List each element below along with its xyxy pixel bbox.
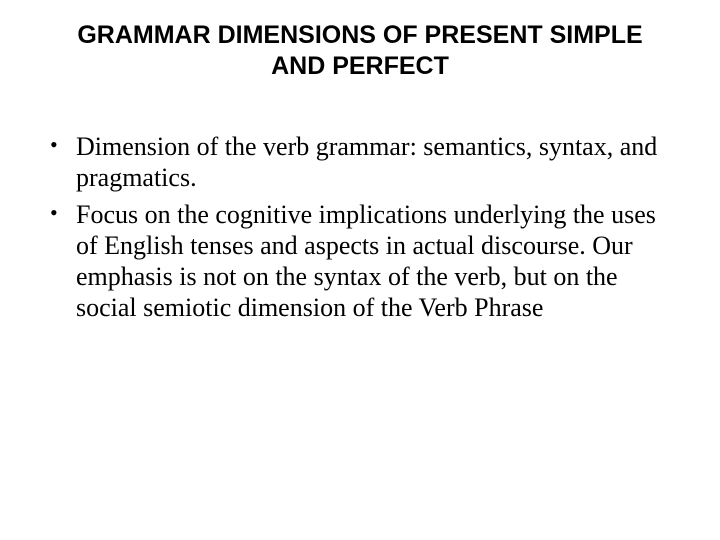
- slide: GRAMMAR DIMENSIONS OF PRESENT SIMPLE AND…: [0, 0, 720, 540]
- slide-title: GRAMMAR DIMENSIONS OF PRESENT SIMPLE AND…: [60, 20, 660, 83]
- bullet-list: Dimension of the verb grammar: semantics…: [48, 131, 680, 324]
- list-item: Focus on the cognitive implications unde…: [48, 199, 680, 324]
- list-item: Dimension of the verb grammar: semantics…: [48, 131, 680, 193]
